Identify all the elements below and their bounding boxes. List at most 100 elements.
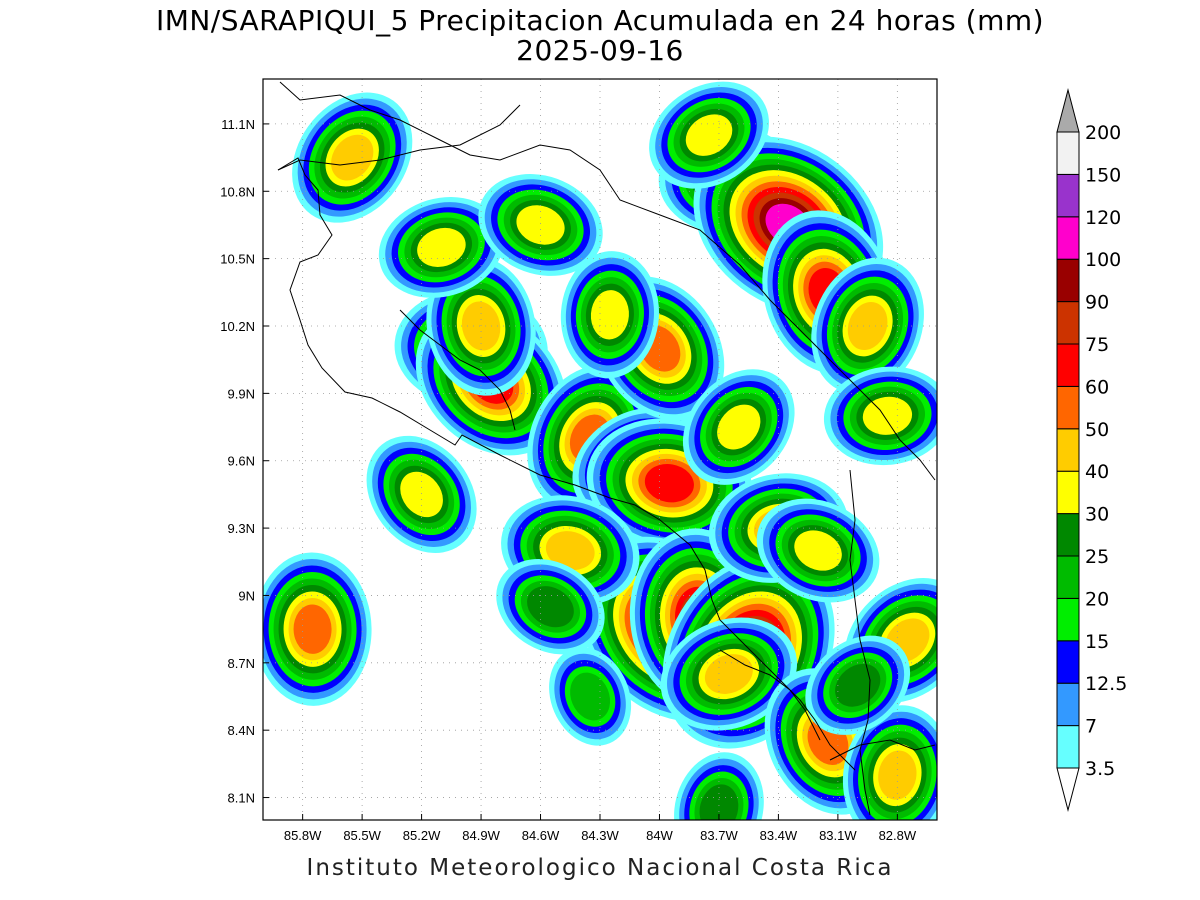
colorbar-swatch	[1056, 428, 1080, 472]
colorbar-swatch	[1056, 173, 1080, 218]
colorbar-under-arrow	[1056, 767, 1080, 812]
precipitation-field	[263, 81, 937, 820]
precip-cell	[682, 369, 795, 485]
lon-tick-label: 82.8W	[879, 828, 917, 843]
precip-contour	[527, 586, 574, 628]
colorbar-label: 30	[1085, 504, 1109, 526]
colorbar-over-arrow	[1056, 88, 1080, 133]
lat-tick-label: 11.1N	[221, 117, 255, 132]
colorbar-label: 200	[1085, 122, 1121, 144]
lat-tick-label: 8.1N	[228, 791, 255, 806]
colorbar-label: 12.5	[1085, 673, 1127, 695]
colorbar-label: 150	[1085, 164, 1121, 186]
precip-cell	[378, 196, 504, 298]
colorbar-label: 40	[1085, 461, 1109, 483]
precip-cell	[660, 617, 798, 731]
colorbar-swatch	[1056, 470, 1080, 515]
north-lake-shore	[279, 81, 936, 481]
precip-contour	[704, 654, 753, 694]
nicoya-gulf	[399, 309, 516, 431]
pacific-coastline	[277, 157, 856, 771]
map-date: 2025-09-16	[516, 34, 684, 67]
precip-contour	[400, 471, 443, 518]
longitude-axis: 85.8W 85.5W 85.2W 84.9W 84.6W 84.3W 84W 83.7W 83…	[284, 814, 917, 843]
precip-contour	[685, 114, 733, 156]
colorbar-swatch	[1056, 258, 1080, 303]
colorbar-swatch	[1056, 385, 1080, 430]
colorbar-legend: 3.5 7 12.5 15 20 25 30 40 50 60 75 90 100 120 150 200	[1056, 88, 1127, 812]
precip-contour	[293, 604, 332, 654]
panama-border	[849, 469, 871, 816]
colorbar-label: 25	[1085, 546, 1109, 568]
lat-tick-label: 9N	[238, 588, 255, 603]
lat-tick-label: 10.2N	[220, 319, 255, 334]
precip-contour	[847, 301, 888, 351]
lat-tick-label: 8.4N	[228, 723, 255, 738]
colorbar-swatch	[1056, 555, 1080, 599]
precip-contour	[862, 396, 913, 435]
precip-contour	[590, 290, 629, 340]
precip-contour	[516, 205, 565, 245]
colorbar-swatch	[1056, 301, 1080, 345]
lon-tick-label: 84.6W	[522, 828, 560, 843]
precip-contour	[331, 134, 374, 181]
nicaragua-border	[277, 104, 521, 171]
colorbar-label: 15	[1085, 631, 1109, 653]
colorbar-swatch	[1056, 216, 1080, 260]
precip-cell	[549, 647, 632, 746]
colorbar-swatch	[1056, 513, 1080, 557]
precip-cell	[496, 559, 605, 655]
colorbar-swatch	[1056, 597, 1080, 642]
lon-tick-label: 85.5W	[343, 828, 381, 843]
colorbar-label: 60	[1085, 376, 1109, 398]
lon-tick-label: 83.4W	[760, 828, 798, 843]
lon-tick-label: 84.3W	[581, 828, 619, 843]
precip-cell	[478, 174, 603, 276]
map-grid	[263, 79, 937, 820]
lon-tick-label: 83.7W	[700, 828, 738, 843]
lat-tick-label: 10.5N	[220, 252, 255, 267]
lat-tick-label: 9.6N	[228, 454, 255, 469]
precip-contour	[545, 531, 595, 570]
lat-tick-label: 10.8N	[220, 184, 255, 199]
colorbar-label: 75	[1085, 334, 1109, 356]
lat-tick-label: 9.3N	[228, 521, 255, 536]
precip-cell	[366, 435, 477, 553]
lat-tick-label: 8.7N	[228, 656, 255, 671]
lat-tick-label: 9.9N	[228, 386, 255, 401]
colorbar-label: 120	[1085, 207, 1121, 229]
map-title: IMN/SARAPIQUI_5 Precipitacion Acumulada …	[155, 4, 1045, 37]
colorbar-swatch	[1056, 343, 1080, 387]
precip-cell	[674, 752, 764, 820]
colorbar-label: 90	[1085, 292, 1109, 314]
footer-credit: Instituto Meteorologico Nacional Costa R…	[306, 855, 894, 881]
precip-cell	[756, 498, 880, 603]
lon-tick-label: 85.2W	[403, 828, 441, 843]
lon-tick-label: 84.9W	[462, 828, 500, 843]
colorbar-swatch	[1056, 682, 1080, 727]
lon-tick-label: 84W	[646, 828, 673, 843]
colorbar-label: 7	[1085, 716, 1097, 738]
lon-tick-label: 83.1W	[819, 828, 857, 843]
precip-cell	[292, 92, 413, 223]
panama-coast	[829, 739, 936, 761]
latitude-axis: 11.1N 10.8N 10.5N 10.2N 9.9N 9.6N 9.3N 9N 8.7N 8.…	[220, 117, 269, 806]
colorbar-label: 20	[1085, 588, 1109, 610]
coastline-borders	[277, 81, 936, 816]
precip-cell	[649, 81, 769, 189]
colorbar-swatch	[1056, 131, 1080, 175]
colorbar-label: 50	[1085, 419, 1109, 441]
precip-cell	[823, 366, 937, 466]
precip-contour	[699, 784, 739, 820]
colorbar-label: 3.5	[1085, 758, 1115, 780]
osa-peninsula	[719, 649, 821, 741]
precip-cell	[263, 552, 372, 706]
precip-contour	[717, 404, 761, 450]
precip-contour	[417, 227, 466, 267]
colorbar-swatch	[1056, 725, 1080, 769]
lon-tick-label: 85.8W	[284, 828, 322, 843]
colorbar-swatch	[1056, 640, 1080, 684]
precip-contour	[794, 530, 842, 571]
precip-cell	[560, 251, 659, 379]
